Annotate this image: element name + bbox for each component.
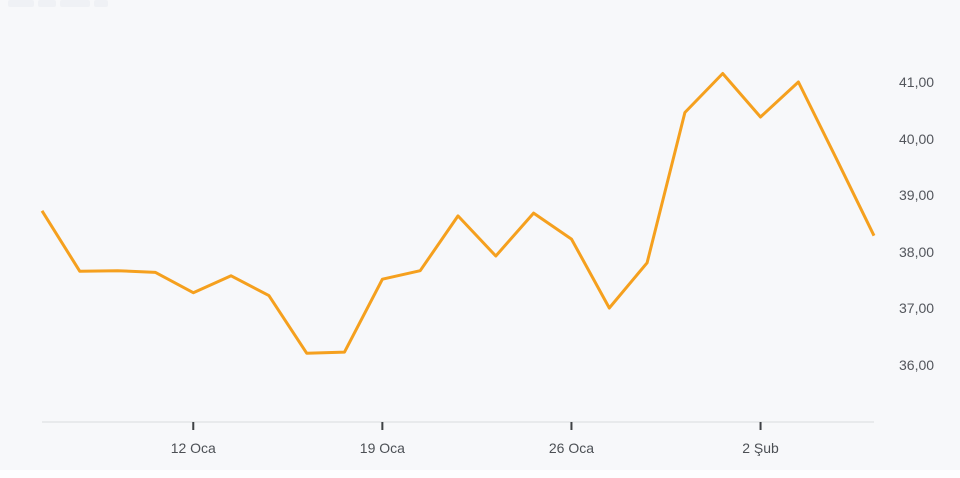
bottom-strip: [0, 470, 960, 478]
cropped-top-edge-artifact: [8, 0, 118, 9]
x-axis-tick-marks: [192, 422, 762, 430]
series-line[interactable]: [40, 72, 876, 355]
